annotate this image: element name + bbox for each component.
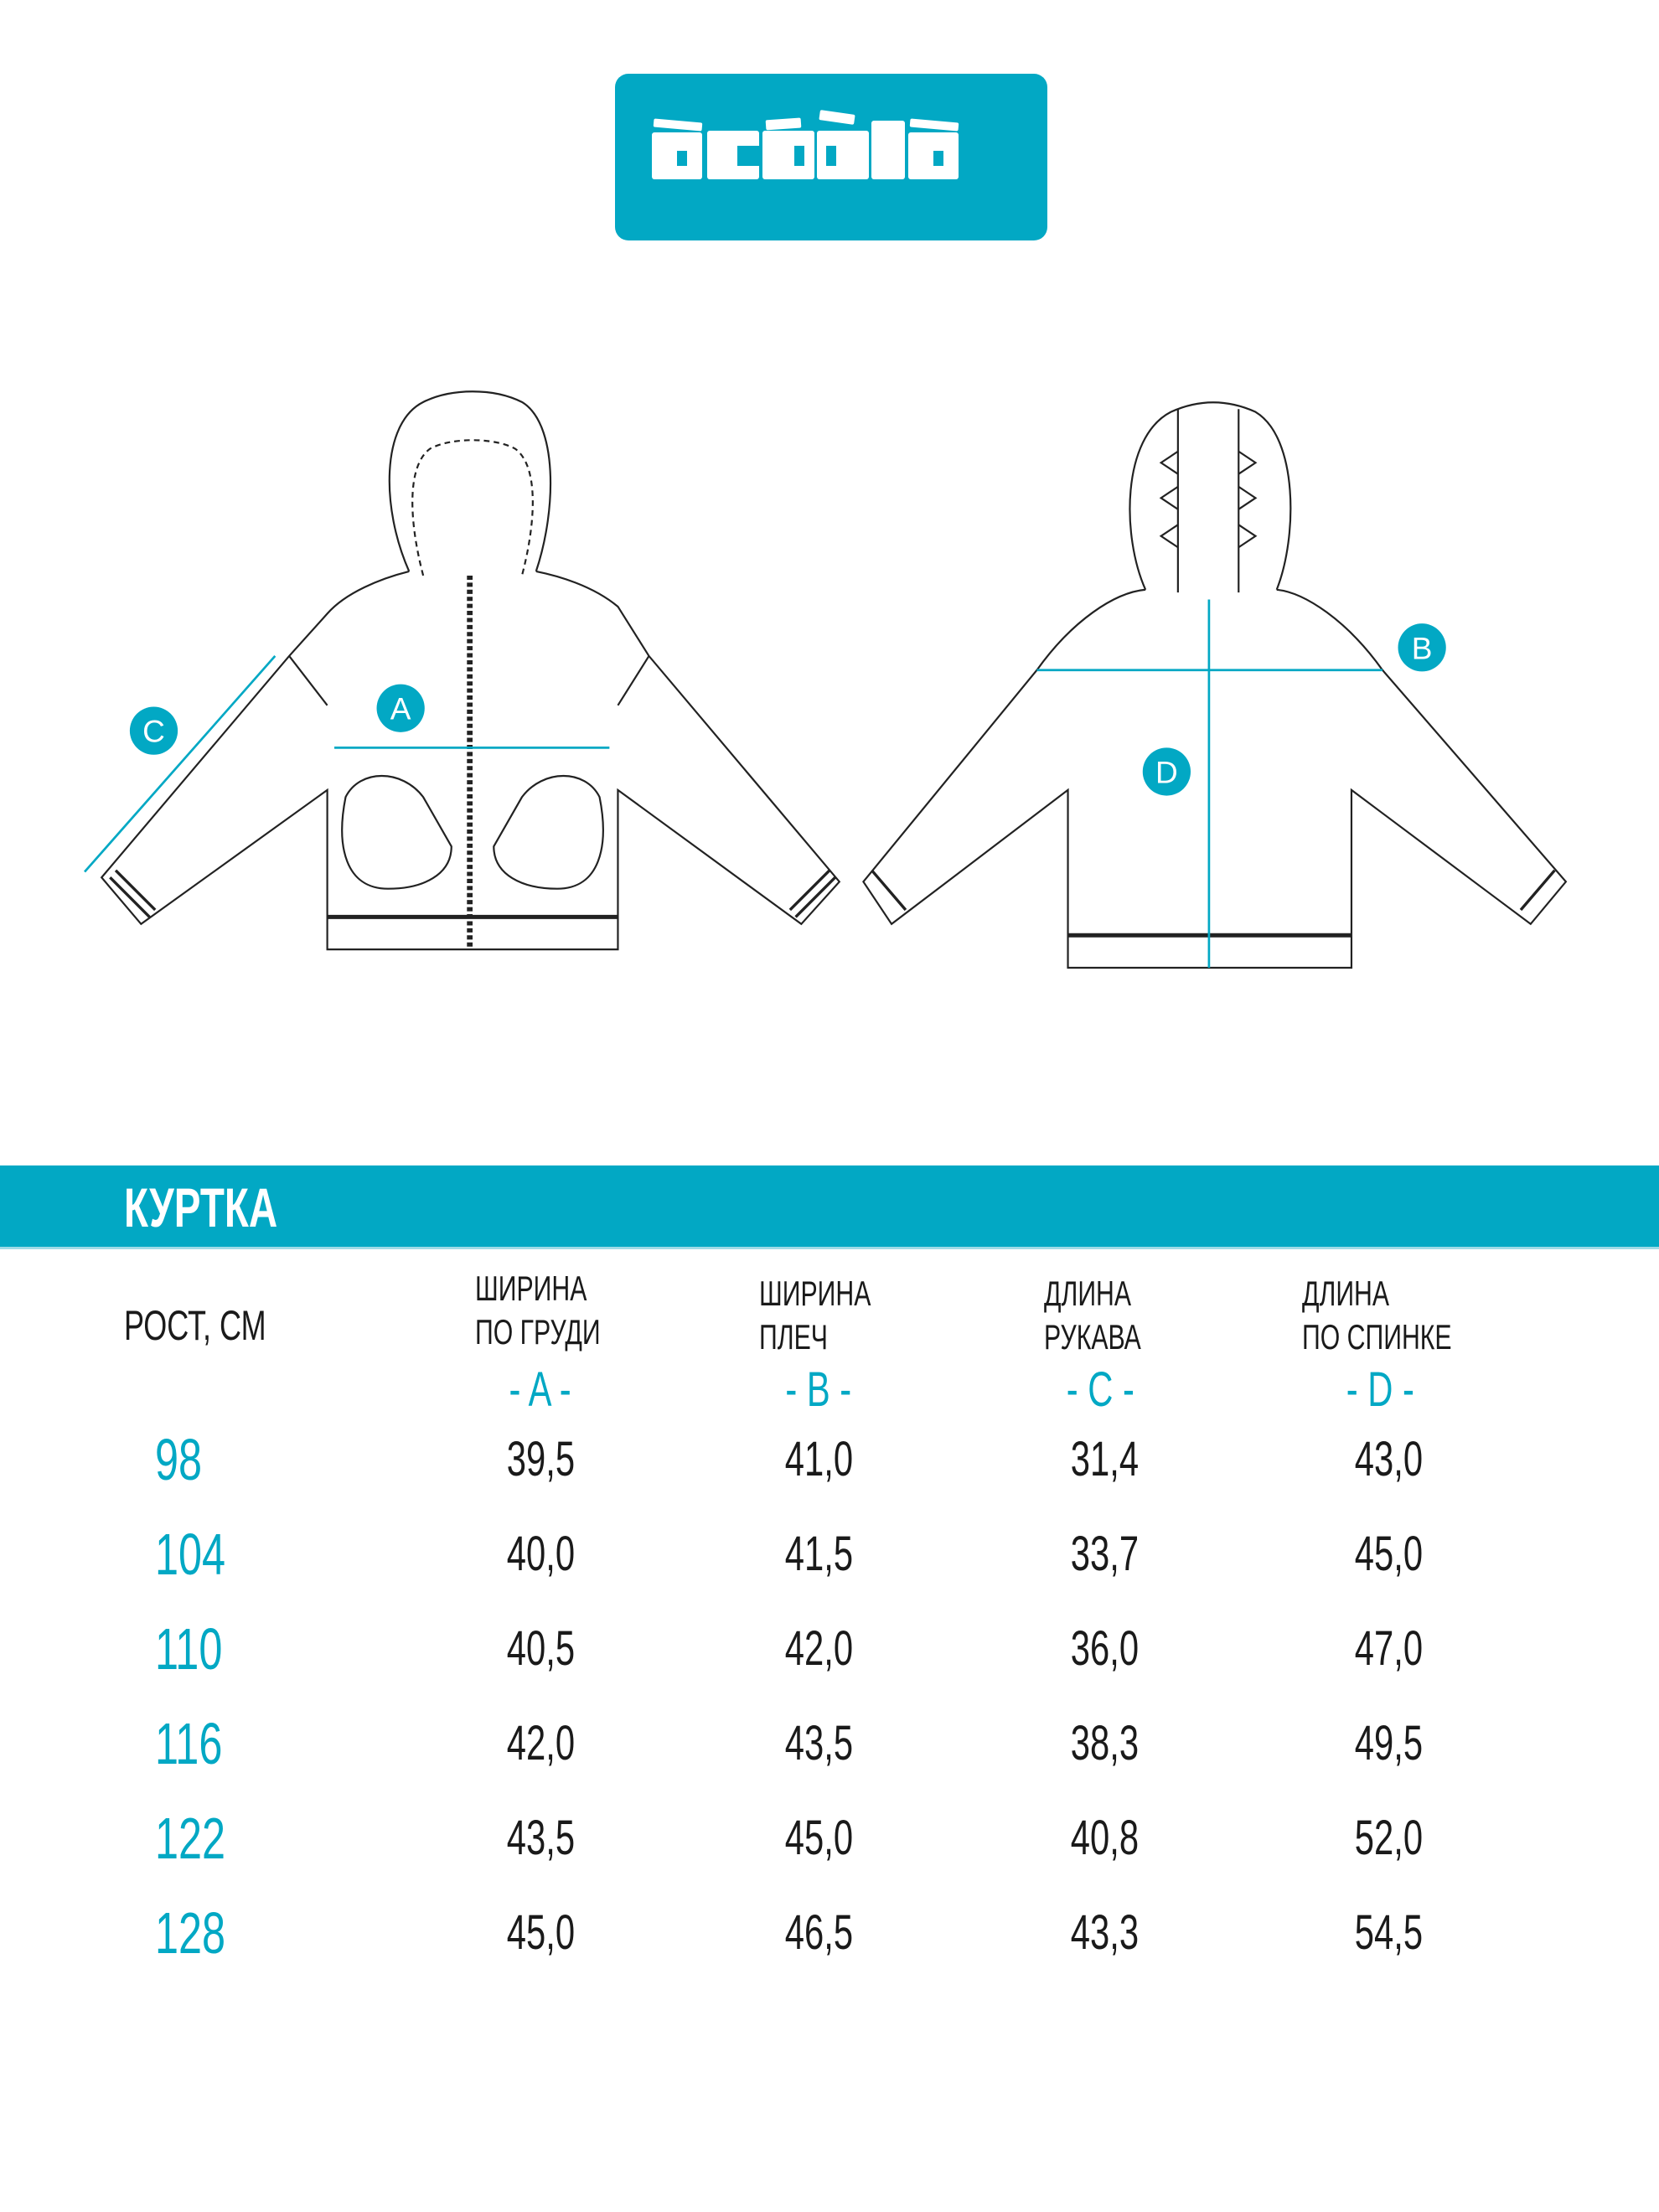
jacket-back-drawing [862,401,1568,969]
value-cell: 41,5 [784,1527,853,1581]
value-cell: 47,0 [1354,1621,1423,1676]
label-a: A [390,691,411,726]
value-cell: 43,5 [784,1716,853,1770]
section-header-band [0,1165,1659,1249]
brand-logo [615,74,1047,240]
value-cell: 40,0 [506,1527,575,1581]
value-cell: 38,3 [1070,1716,1139,1770]
height-header: РОСТ, СМ [124,1302,266,1349]
value-cell: 43,5 [506,1811,575,1865]
value-cell: 49,5 [1354,1716,1423,1770]
value-cell: 45,0 [506,1905,575,1960]
value-cell: 40,8 [1070,1811,1139,1865]
value-cell: 33,7 [1070,1527,1139,1581]
value-cell: 43,3 [1070,1905,1139,1960]
logo-wordmark [652,110,959,179]
size-cell: 104 [155,1522,226,1587]
column-letter-d: - D - [1346,1362,1414,1417]
value-cell: 40,5 [506,1621,575,1676]
label-circle-a [376,684,425,732]
label-c: C [142,714,165,749]
value-cell: 43,0 [1354,1432,1423,1486]
value-cell: 45,0 [784,1811,853,1865]
column-letter-c: - C - [1066,1362,1134,1417]
measure-arrow-c [84,655,276,873]
value-cell: 54,5 [1354,1905,1423,1960]
section-title: КУРТКА [124,1176,278,1238]
jacket-front-drawing [100,390,841,951]
value-cell: 52,0 [1354,1811,1423,1865]
value-cell: 45,0 [1354,1527,1423,1581]
value-cell: 46,5 [784,1905,853,1960]
label-circle-c [129,706,178,755]
size-cell: 128 [155,1900,226,1966]
size-cell: 98 [155,1427,203,1492]
label-circle-b [1398,623,1446,672]
column-header-shoulders: ШИРИНА ПЛЕЧ [759,1274,871,1357]
size-cell: 122 [155,1806,226,1871]
column-letter-a: - A - [509,1362,572,1417]
value-cell: 41,0 [784,1432,853,1486]
value-cell: 42,0 [506,1716,575,1770]
column-header-chest: ШИРИНА ПО ГРУДИ [475,1269,601,1351]
label-d: D [1155,754,1178,789]
column-letter-b: - B - [785,1362,852,1417]
label-b: B [1412,630,1433,665]
label-circle-d [1142,747,1191,796]
size-cell: 116 [155,1711,223,1776]
value-cell: 31,4 [1070,1432,1139,1486]
column-header-back-length: ДЛИНА ПО СПИНКЕ [1302,1274,1452,1357]
value-cell: 42,0 [784,1621,853,1676]
column-header-sleeve: ДЛИНА РУКАВА [1044,1274,1141,1357]
value-cell: 36,0 [1070,1621,1139,1676]
size-cell: 110 [155,1616,223,1682]
value-cell: 39,5 [506,1432,575,1486]
